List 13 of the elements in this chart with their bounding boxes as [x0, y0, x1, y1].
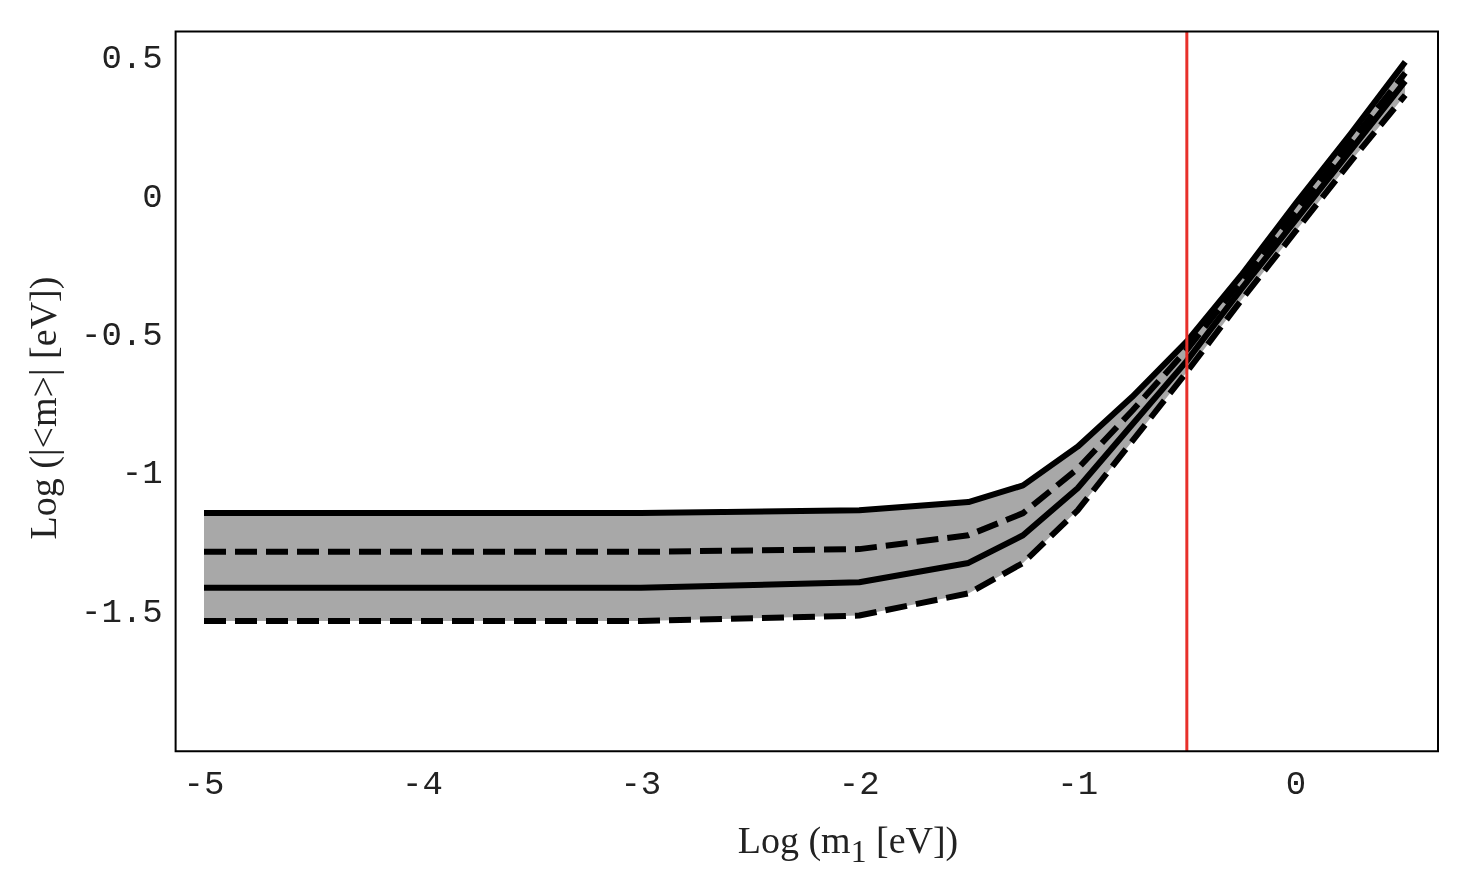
y-axis-title: Log (|<m>| [eV]): [21, 276, 65, 540]
y-tick-label: -1: [121, 455, 163, 494]
x-tick-label: 0: [1285, 765, 1307, 804]
x-tick-label: -2: [838, 765, 880, 804]
y-tick-label: 0.5: [101, 40, 163, 79]
x-axis-title: Log (m$_{1}$ [eV]): [736, 818, 960, 870]
x-tick-label: -5: [183, 765, 225, 804]
x-tick-label: -3: [620, 765, 662, 804]
x-tick-label: -1: [1057, 765, 1099, 804]
x-tick-label: -4: [402, 765, 443, 804]
y-tick-label: -1.5: [80, 593, 163, 632]
y-tick-label: 0: [142, 178, 163, 217]
y-tick-label: -0.5: [80, 316, 163, 355]
